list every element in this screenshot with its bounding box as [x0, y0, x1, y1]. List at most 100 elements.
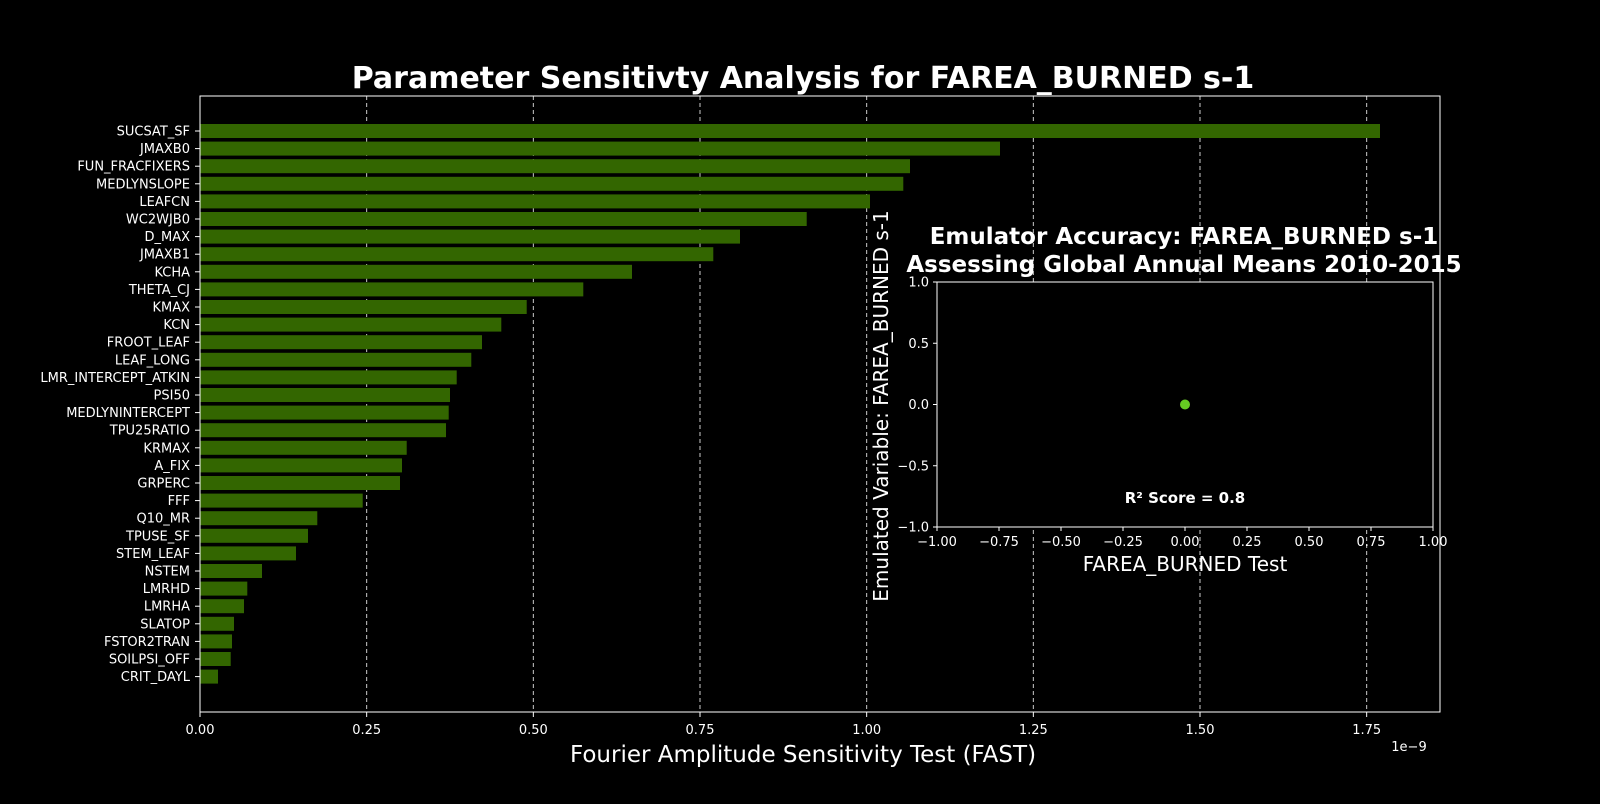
main-category-label: KCHA [154, 265, 190, 280]
inset-y-axis-label: Emulated Variable: FAREA_BURNED s-1 [869, 210, 893, 601]
main-category-label: A_FIX [154, 459, 190, 474]
main-x-tick-label: 0.25 [352, 723, 381, 738]
main-bar [200, 493, 363, 508]
inset-y-tick-label: −0.5 [897, 459, 929, 474]
main-category-label: KCN [163, 318, 190, 333]
main-category-label: SUCSAT_SF [117, 125, 190, 140]
inset-y-ticks: −1.0 −0.5 0.0 0.5 1.0 [897, 276, 937, 536]
main-category-label: JMAXB1 [139, 248, 190, 263]
main-bar [200, 616, 234, 631]
main-category-label: MEDLYNINTERCEPT [66, 406, 190, 421]
main-bar [200, 370, 457, 385]
main-category-label: SLATOP [140, 617, 190, 632]
main-category-label: CRIT_DAYL [121, 670, 191, 685]
main-bar [200, 599, 244, 614]
main-bar [200, 335, 482, 350]
main-category-label: Q10_MR [136, 512, 190, 527]
main-bar [200, 652, 231, 666]
main-bar [200, 634, 232, 649]
main-bar [200, 423, 446, 438]
main-bar [200, 528, 308, 543]
sensitivity-bar-chart: SUCSAT_SF JMAXB0 FUN_FRACFIXERS MEDLYNSLOPE… [40, 61, 1441, 768]
inset-y-tick-label: −1.0 [897, 521, 929, 536]
main-category-label: LMRHD [143, 582, 190, 597]
inset-data-point [1180, 399, 1190, 410]
inset-y-tick-label: 0.0 [908, 398, 929, 413]
inset-x-ticks: −1.00 −0.75 −0.50 −0.25 0.00 0.25 0.50 0.75 1.00 [917, 527, 1447, 550]
main-bar [200, 229, 740, 244]
inset-title-line2: Assessing Global Annual Means 2010-2015 [906, 252, 1461, 278]
main-category-labels: SUCSAT_SF JMAXB0 FUN_FRACFIXERS MEDLYNSLOPE… [40, 125, 200, 685]
main-category-label: WC2WJB0 [126, 213, 190, 228]
main-category-label: D_MAX [144, 230, 190, 245]
main-bar [200, 247, 714, 262]
main-bar [200, 176, 904, 191]
main-x-tick-label: 1.25 [1019, 723, 1048, 738]
inset-x-tick-label: −0.25 [1103, 535, 1143, 550]
main-x-tick-label: 0.75 [686, 723, 715, 738]
main-bar [200, 388, 450, 402]
main-bar [200, 458, 402, 473]
inset-x-axis-label: FAREA_BURNED Test [1083, 552, 1288, 576]
main-category-label: LEAFCN [139, 195, 190, 210]
inset-x-tick-label: −0.75 [979, 535, 1019, 550]
main-x-ticks: 0.00 0.25 0.50 0.75 1.00 1.25 1.50 1.75 [186, 712, 1381, 738]
inset-x-tick-label: 0.25 [1233, 535, 1262, 550]
inset-x-tick-label: 0.50 [1295, 535, 1324, 550]
inset-x-tick-label: −1.00 [917, 535, 957, 550]
inset-title-line1: Emulator Accuracy: FAREA_BURNED s-1 [930, 224, 1439, 250]
main-x-tick-label: 0.00 [186, 723, 215, 738]
main-bar [200, 300, 527, 314]
main-bar [200, 141, 1000, 156]
main-x-scale-factor: 1e−9 [1391, 740, 1426, 755]
main-bar [200, 511, 318, 526]
main-bar [200, 282, 584, 297]
main-x-tick-label: 0.50 [519, 723, 548, 738]
main-category-label: MEDLYNSLOPE [96, 177, 190, 192]
inset-y-tick-label: 0.5 [908, 337, 929, 352]
main-category-label: THETA_CJ [128, 283, 190, 298]
main-bar [200, 581, 248, 596]
main-bar [200, 405, 449, 420]
inset-x-tick-label: 0.75 [1357, 535, 1386, 550]
main-x-axis-label: Fourier Amplitude Sensitivity Test (FAST… [570, 742, 1036, 768]
main-x-tick-label: 1.50 [1186, 723, 1215, 738]
main-title: Parameter Sensitivty Analysis for FAREA_… [352, 61, 1255, 96]
main-category-label: LMR_INTERCEPT_ATKIN [40, 371, 190, 386]
inset-r2-annotation: R² Score = 0.8 [1125, 489, 1246, 507]
main-category-label: FSTOR2TRAN [104, 635, 190, 650]
main-plot-frame [199, 95, 1441, 713]
main-category-label: FFF [168, 494, 190, 509]
main-bar [200, 352, 472, 367]
main-category-label: KMAX [152, 301, 190, 316]
main-x-tick-label: 1.75 [1352, 723, 1381, 738]
main-category-label: JMAXB0 [139, 142, 190, 157]
main-category-label: FUN_FRACFIXERS [77, 160, 190, 175]
main-category-label: TPU25RATIO [109, 424, 190, 439]
inset-x-tick-label: 1.00 [1419, 535, 1448, 550]
inset-x-tick-label: 0.00 [1171, 535, 1200, 550]
main-bar [200, 546, 296, 561]
emulator-accuracy-inset: −1.00 −0.75 −0.50 −0.25 0.00 0.25 0.50 0.75 1.00… [869, 210, 1462, 601]
main-bar [200, 124, 1380, 138]
main-category-label: LEAF_LONG [115, 353, 190, 368]
main-bar [200, 440, 407, 455]
main-category-label: TPUSE_SF [125, 529, 190, 544]
main-x-tick-label: 1.00 [852, 723, 881, 738]
main-bar [200, 476, 400, 490]
main-bar [200, 564, 262, 578]
main-bar [200, 669, 218, 684]
main-bars [200, 124, 1380, 684]
main-bar [200, 317, 502, 332]
main-category-label: KRMAX [143, 441, 190, 456]
main-category-label: GRPERC [137, 477, 190, 492]
main-bar [200, 264, 632, 279]
main-category-label: FROOT_LEAF [107, 336, 190, 351]
main-category-label: SOILPSI_OFF [109, 653, 190, 668]
main-bar [200, 194, 870, 209]
main-category-label: STEM_LEAF [116, 547, 190, 562]
inset-points [1180, 399, 1190, 410]
main-bar [200, 212, 807, 226]
